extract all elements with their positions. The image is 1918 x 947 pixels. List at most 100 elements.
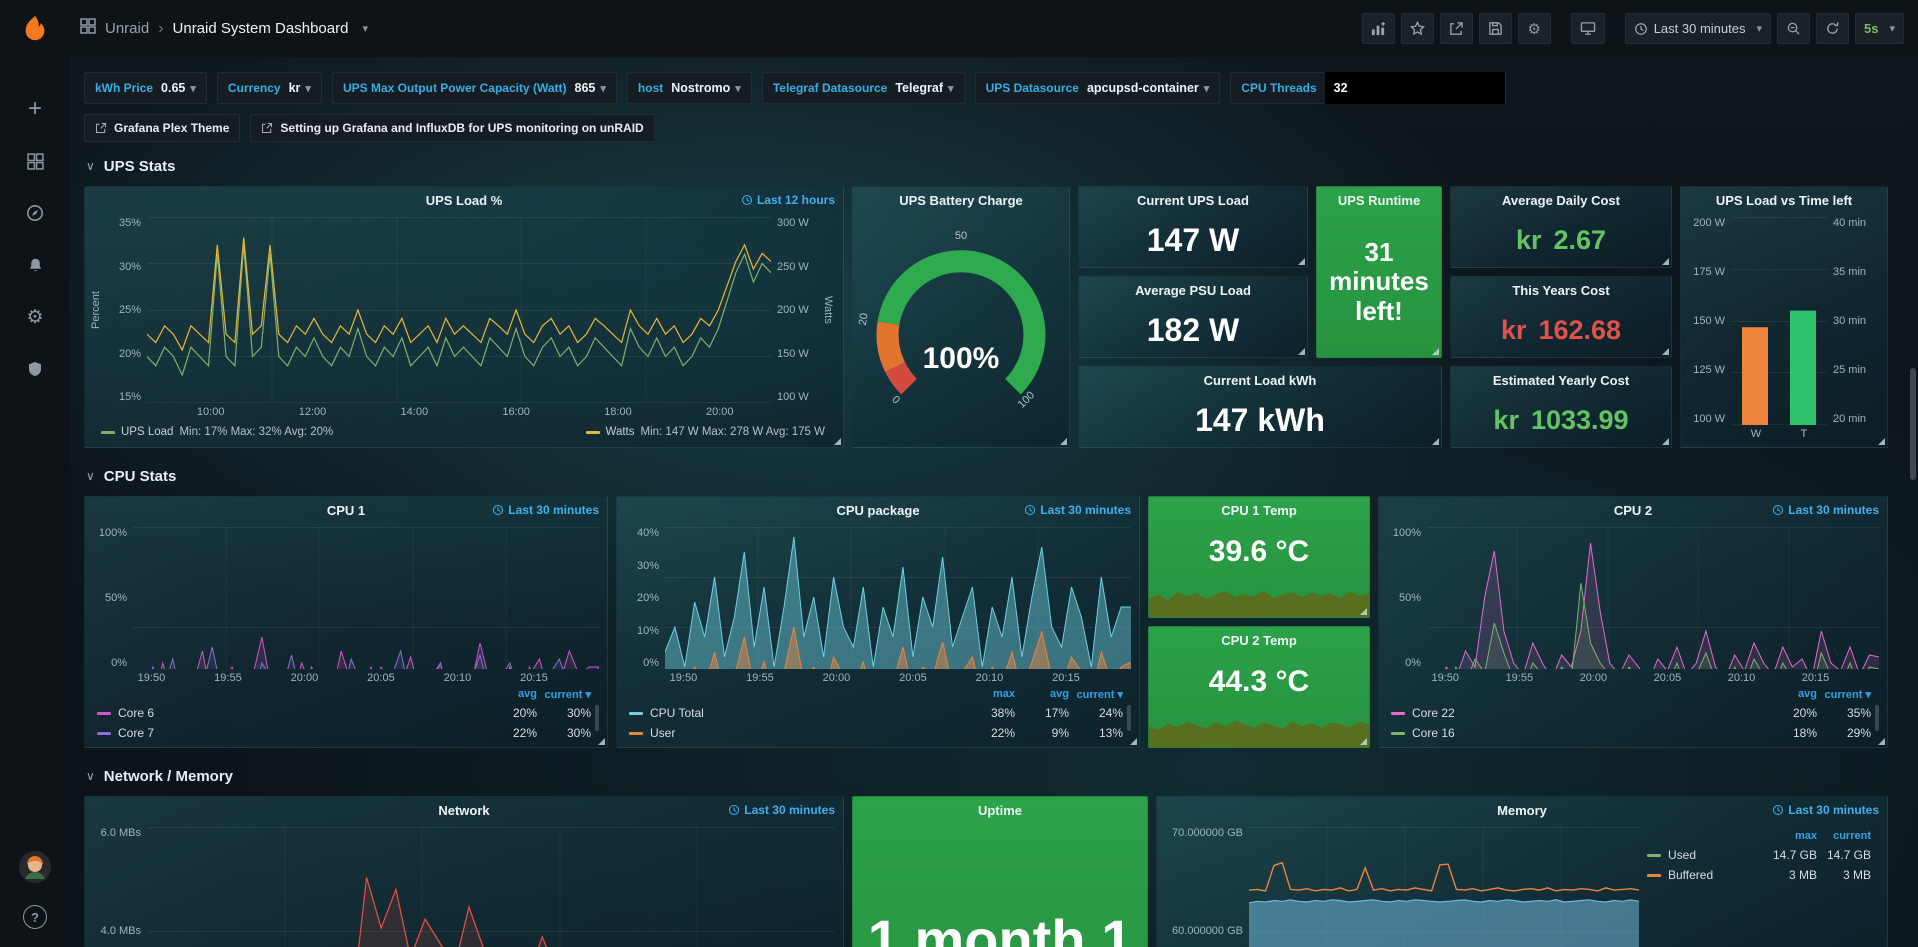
legend-row[interactable]: Core 16 18% 29% (1383, 723, 1879, 743)
refresh-interval-button[interactable]: 5s ▾ (1855, 13, 1904, 44)
legend-row[interactable]: Core 22 20% 35% (1383, 703, 1879, 723)
axis-tick: 19:55 (1505, 672, 1534, 684)
legend-column-header[interactable]: current ▾ (1824, 688, 1871, 701)
add-panel-button[interactable] (1361, 13, 1395, 44)
series-swatch (101, 430, 115, 434)
scrollbar-thumb[interactable] (1910, 368, 1916, 480)
legend-row[interactable]: User 22% 9% 13% (621, 723, 1131, 743)
axis-tick: 20:15 (520, 672, 548, 684)
legend-row[interactable]: Core 6 20% 30% (89, 703, 599, 723)
var-ups-datasource[interactable]: UPS Datasource apcupsd-container ▾ (974, 72, 1221, 104)
panel-title[interactable]: CPU 1 Temp (1221, 502, 1297, 518)
panel-title[interactable]: Memory (1497, 802, 1547, 818)
var-ups-max-output[interactable]: UPS Max Output Power Capacity (Watt) 865… (331, 72, 617, 104)
panel-estimated-yearly-cost: Estimated Yearly Cost kr 1033.99 (1450, 366, 1672, 448)
panel-title[interactable]: Uptime (977, 802, 1023, 818)
x-axis-ticks: 19:50 19:55 20:00 20:05 20:10 20:15 (1427, 669, 1879, 685)
panel-title[interactable]: Current UPS Load (1137, 192, 1249, 208)
caret-down-icon: ▾ (600, 82, 606, 95)
legend-scrollbar[interactable] (1875, 705, 1879, 731)
panel-title[interactable]: Average Daily Cost (1501, 192, 1620, 208)
refresh-button[interactable] (1816, 13, 1849, 44)
var-currency[interactable]: Currency kr ▾ (216, 72, 322, 104)
panel-title[interactable]: UPS Load vs Time left (1715, 192, 1853, 208)
panel-cpu2: CPU 2 Last 30 minutes 100% 50% 0% 19:50 19:… (1378, 496, 1888, 748)
y-axis-ticks-right: 40 min 35 min 30 min 25 min 20 min (1827, 217, 1879, 425)
panel-title[interactable]: Current Load kWh (1203, 372, 1317, 388)
stat-value: 39.6 °C (1208, 535, 1310, 568)
legend-column-header[interactable]: avg (1798, 688, 1817, 700)
legend-column-header[interactable]: current ▾ (544, 688, 591, 701)
legend-item[interactable]: UPS Load Min: 17% Max: 32% Avg: 20% (101, 426, 333, 438)
dashboards-icon[interactable] (20, 148, 50, 174)
legend-row[interactable]: Used 14.7 GB 14.7 GB (1639, 845, 1879, 865)
panel-title[interactable]: CPU 1 (326, 502, 366, 518)
share-button[interactable] (1439, 13, 1473, 44)
axis-tick: 250 W (777, 260, 809, 273)
configuration-gear-icon[interactable]: ⚙ (20, 304, 50, 330)
cycle-view-button[interactable] (1570, 13, 1605, 44)
legend-scrollbar[interactable] (1127, 705, 1131, 731)
panel-title[interactable]: UPS Runtime (1337, 192, 1421, 208)
row-header-cpu-stats[interactable]: ∨ CPU Stats (86, 462, 1902, 490)
dashboard-link-plex-theme[interactable]: Grafana Plex Theme (84, 114, 241, 142)
cpu-threads-input[interactable] (1324, 72, 1505, 104)
var-host[interactable]: host Nostromo ▾ (626, 72, 752, 104)
axis-tick: 100 W (777, 391, 809, 403)
server-admin-shield-icon[interactable] (20, 356, 50, 382)
legend-row[interactable]: CPU Total 38% 17% 24% (621, 703, 1131, 723)
var-telegraf-datasource[interactable]: Telegraf Datasource Telegraf ▾ (761, 72, 965, 104)
zoom-out-button[interactable] (1777, 13, 1810, 44)
panel-title[interactable]: This Years Cost (1512, 282, 1610, 298)
cpu2-plot[interactable] (1427, 527, 1879, 669)
legend-column-header[interactable]: max (992, 688, 1015, 700)
panel-title[interactable]: CPU 2 (1613, 502, 1653, 518)
axis-tick: 20:00 (290, 672, 319, 684)
panel-title[interactable]: Average PSU Load (1135, 282, 1251, 298)
legend-row[interactable]: Buffered 3 MB 3 MB (1639, 865, 1879, 885)
panel-title[interactable]: UPS Load % (425, 192, 503, 208)
time-badge: Last 12 hours (741, 193, 835, 207)
user-avatar[interactable] (19, 851, 51, 883)
legend-item[interactable]: Watts Min: 147 W Max: 278 W Avg: 175 W (585, 426, 825, 438)
network-plot[interactable] (147, 827, 835, 947)
panel-title[interactable]: CPU package (836, 502, 920, 518)
var-kwh-price[interactable]: kWh Price 0.65 ▾ (84, 72, 207, 104)
save-button[interactable] (1478, 13, 1512, 44)
breadcrumb-root[interactable]: Unraid (105, 20, 150, 37)
ups-vs-time-plot[interactable] (1731, 217, 1827, 425)
row-title: Network / Memory (103, 767, 233, 785)
ups-load-plot[interactable] (147, 217, 771, 403)
legend-column-header[interactable]: max (1794, 830, 1817, 842)
graph-legend: avg current ▾ Core 6 20% 30% Core 7 22% 30% (89, 685, 599, 743)
create-icon[interactable]: + (20, 96, 50, 122)
svg-text:20: 20 (857, 312, 871, 326)
star-button[interactable] (1400, 13, 1434, 44)
dashboard-title[interactable]: Unraid System Dashboard (172, 20, 349, 37)
grafana-logo-icon[interactable] (0, 0, 70, 58)
row-header-ups-stats[interactable]: ∨ UPS Stats (86, 152, 1902, 180)
dashboard-link-ups-monitoring[interactable]: Setting up Grafana and InfluxDB for UPS … (250, 114, 655, 142)
memory-plot[interactable] (1249, 827, 1639, 947)
panel-title[interactable]: Estimated Yearly Cost (1492, 372, 1630, 388)
cpu-package-plot[interactable] (665, 527, 1131, 669)
legend-column-header[interactable]: avg (518, 688, 537, 700)
panel-title[interactable]: Network (438, 802, 490, 818)
panel-title[interactable]: UPS Battery Charge (899, 192, 1023, 208)
explore-compass-icon[interactable] (20, 200, 50, 226)
legend-column-header[interactable]: current ▾ (1076, 688, 1123, 701)
dashboard-grid-icon[interactable] (80, 18, 96, 39)
time-range-button[interactable]: Last 30 minutes ▾ (1624, 13, 1771, 44)
legend-column-header[interactable]: current (1833, 830, 1871, 842)
alerting-bell-icon[interactable] (20, 252, 50, 278)
legend-scrollbar[interactable] (595, 705, 599, 731)
row-header-network-memory[interactable]: ∨ Network / Memory (86, 762, 1902, 790)
panel-title[interactable]: CPU 2 Temp (1221, 632, 1297, 648)
page-scrollbar[interactable] (1910, 58, 1916, 947)
settings-button[interactable]: ⚙ (1517, 13, 1551, 44)
legend-column-header[interactable]: avg (1050, 688, 1069, 700)
legend-row[interactable]: Core 7 22% 30% (89, 723, 599, 743)
time-badge: Last 30 minutes (1772, 503, 1879, 517)
cpu1-plot[interactable] (133, 527, 599, 669)
help-icon[interactable]: ? (23, 905, 47, 929)
